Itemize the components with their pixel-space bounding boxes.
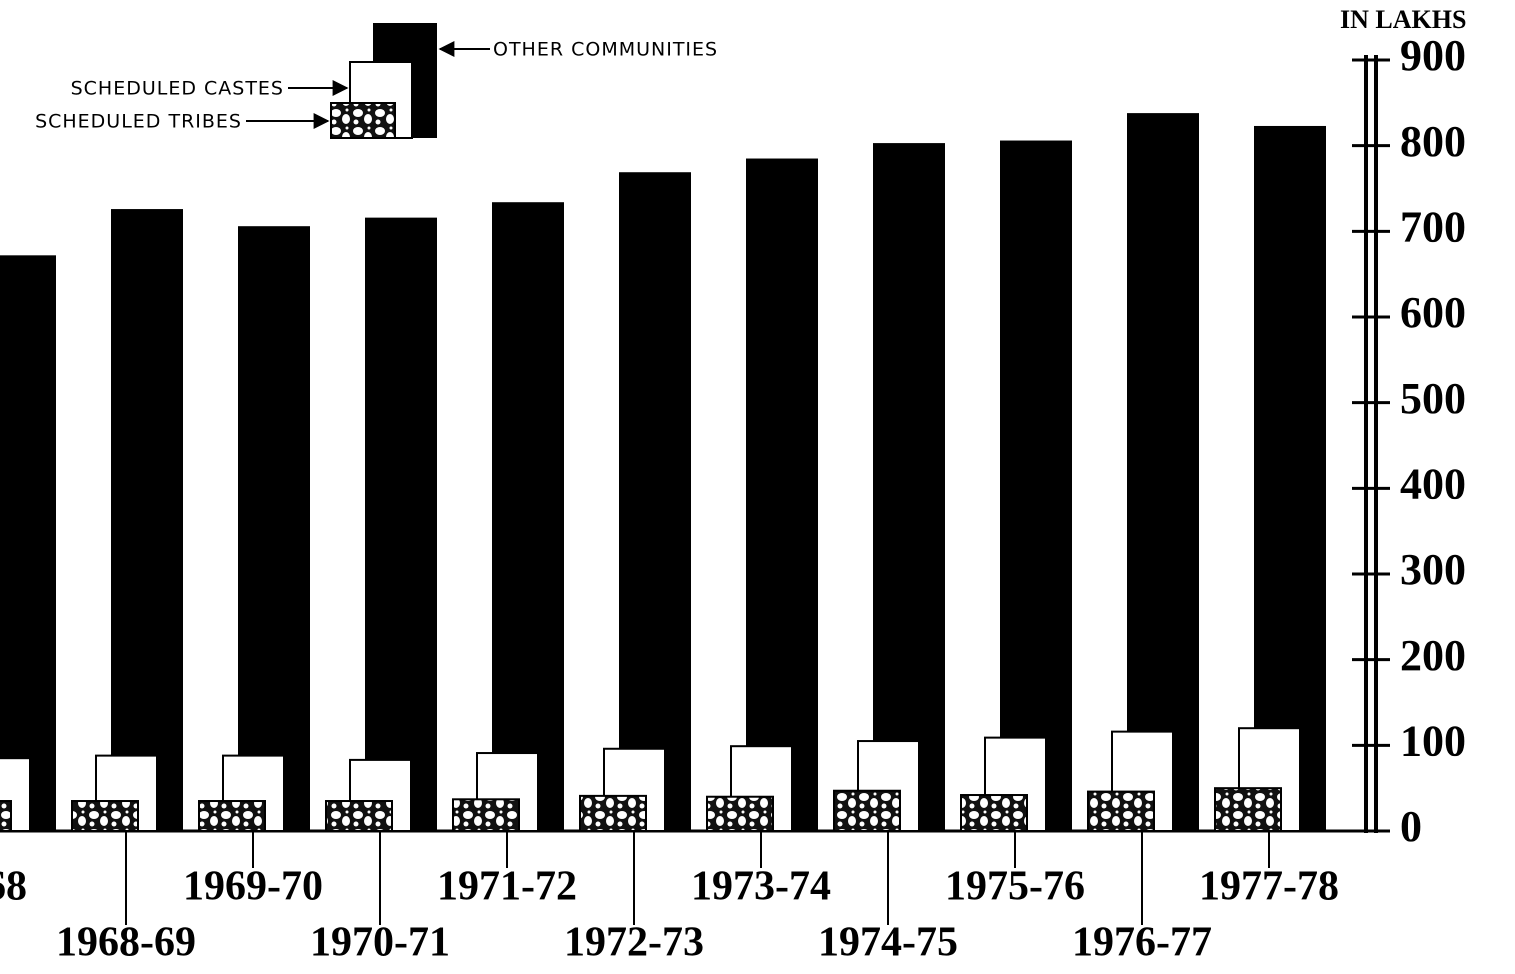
- y-tick-label: 0: [1400, 802, 1422, 851]
- legend-swatch: [330, 102, 396, 139]
- bar: [746, 158, 818, 831]
- bar: [71, 800, 139, 832]
- y-tick-label: 500: [1400, 374, 1466, 423]
- bar: [1214, 787, 1282, 833]
- x-tick-label: 1972-73: [564, 920, 704, 966]
- y-tick-label: 700: [1400, 202, 1466, 251]
- bar: [1087, 790, 1155, 832]
- legend-label: SCHEDULED TRIBES: [35, 111, 242, 133]
- x-tick-label: -68: [0, 864, 27, 910]
- x-tick-label: 1973-74: [691, 864, 831, 910]
- bar: [238, 226, 310, 831]
- bar: [492, 202, 564, 831]
- bar: [452, 798, 520, 833]
- bar: [960, 794, 1028, 833]
- legend: OTHER COMMUNITIES SCHEDULED CASTES SCHED…: [35, 23, 718, 139]
- bar: [873, 143, 945, 831]
- x-tick-label: 1974-75: [818, 920, 958, 966]
- y-tick-label: 200: [1400, 631, 1466, 680]
- x-tick-label: 1975-76: [945, 864, 1085, 910]
- bar: [325, 800, 393, 832]
- bar: [111, 209, 183, 831]
- x-tick-label: 1970-71: [310, 920, 450, 966]
- y-tick-label: 300: [1400, 545, 1466, 594]
- bar: [0, 800, 12, 832]
- legend-label: SCHEDULED CASTES: [71, 78, 284, 100]
- legend-label: OTHER COMMUNITIES: [493, 39, 718, 61]
- y-tick-label: 400: [1400, 459, 1466, 508]
- bar: [1127, 113, 1199, 831]
- x-tick-label: 1977-78: [1199, 864, 1339, 910]
- x-tick-label: 1969-70: [183, 864, 323, 910]
- y-tick-label: 100: [1400, 716, 1466, 765]
- bar: [365, 217, 437, 832]
- bar: [1000, 140, 1072, 831]
- bar: [619, 172, 691, 831]
- y-tick-label: 600: [1400, 288, 1466, 337]
- x-tick-label: 1971-72: [437, 864, 577, 910]
- bar: [833, 789, 901, 833]
- y-axis-label: IN LAKHS: [1340, 5, 1466, 34]
- x-tick-label: 1968-69: [56, 920, 196, 966]
- bar: [1254, 125, 1326, 832]
- y-tick-label: 900: [1400, 31, 1466, 80]
- bar: [198, 800, 266, 832]
- x-tick-label: 1976-77: [1072, 920, 1212, 966]
- bar: [0, 255, 56, 831]
- bar: [706, 795, 774, 833]
- y-tick-label: 800: [1400, 117, 1466, 166]
- bar: [579, 794, 647, 832]
